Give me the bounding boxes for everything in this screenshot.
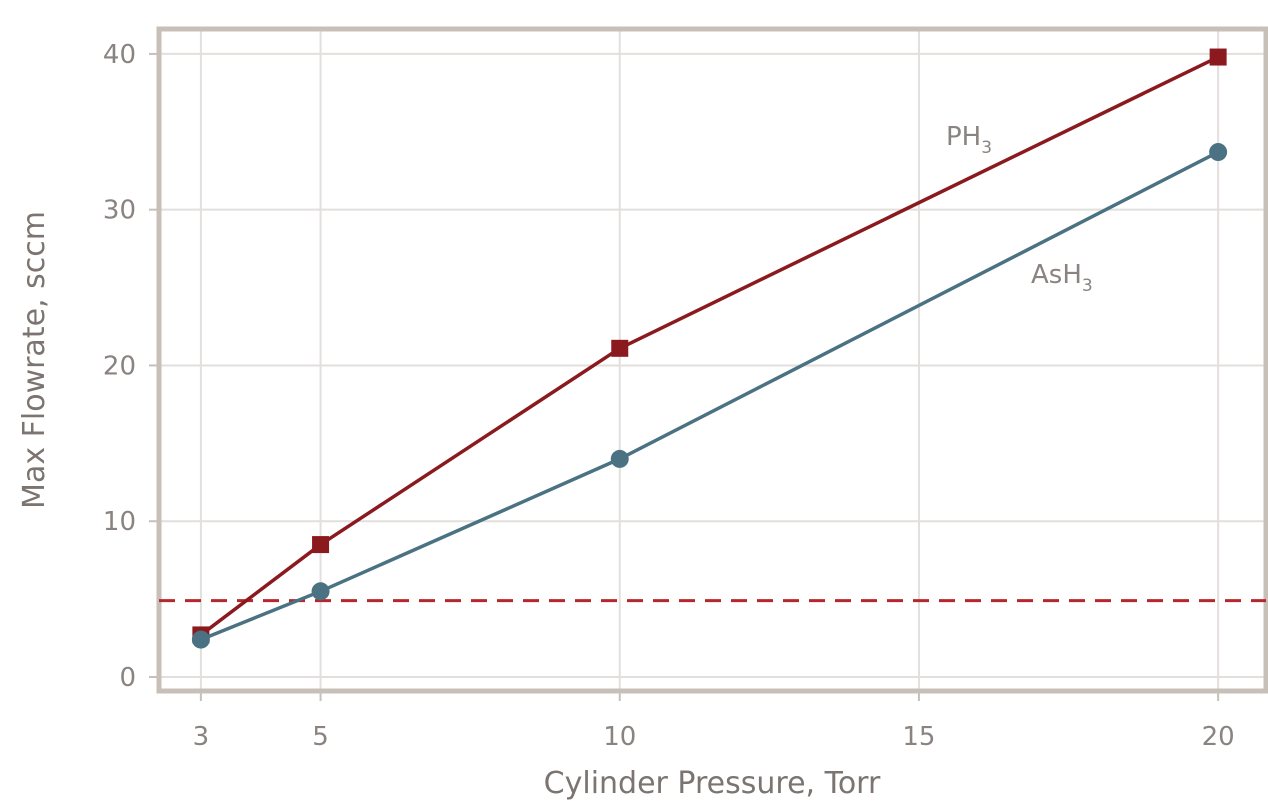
y-tick-label-10: 10 xyxy=(103,507,136,537)
series-2-point-3 xyxy=(610,449,629,468)
y-axis-title: Max Flowrate, sccm xyxy=(17,211,52,509)
y-tick-label-30: 30 xyxy=(103,196,136,226)
series-label-ash3-sub: 3 xyxy=(1082,276,1093,296)
series-1-point-4 xyxy=(1209,48,1227,66)
x-axis-title: Cylinder Pressure, Torr xyxy=(544,766,881,801)
x-tick-label-10: 10 xyxy=(603,722,636,752)
series-1-point-3 xyxy=(611,339,629,357)
x-tick-label-15: 15 xyxy=(902,722,935,752)
x-tick-label-3: 3 xyxy=(193,722,210,752)
series-2-line xyxy=(200,150,1219,642)
series-label-ph3-sub: 3 xyxy=(981,138,992,158)
series-label-ph3-main: PH xyxy=(946,122,981,152)
series-2-point-4 xyxy=(1209,143,1228,162)
series-group xyxy=(191,48,1228,649)
y-tick-label-20: 20 xyxy=(103,351,136,381)
x-tick-label-20: 20 xyxy=(1202,722,1235,752)
plot-frame xyxy=(156,26,1268,694)
x-tick-label-5: 5 xyxy=(312,722,329,752)
tick-labels: 3 5 10 15 20 0 10 20 30 40 xyxy=(103,40,1235,752)
series-1-line xyxy=(199,55,1219,637)
series-1-point-2 xyxy=(312,536,330,554)
series-label-ash3-main: AsH xyxy=(1031,260,1082,290)
series-2-point-1 xyxy=(191,630,210,649)
y-tick-label-0: 0 xyxy=(119,663,136,693)
series-2-point-2 xyxy=(311,582,330,601)
series-label-ph3: PH3 xyxy=(946,122,992,158)
y-tick-label-40: 40 xyxy=(103,40,136,70)
series-label-ash3: AsH3 xyxy=(1031,260,1093,296)
grid-lines xyxy=(159,29,1266,691)
